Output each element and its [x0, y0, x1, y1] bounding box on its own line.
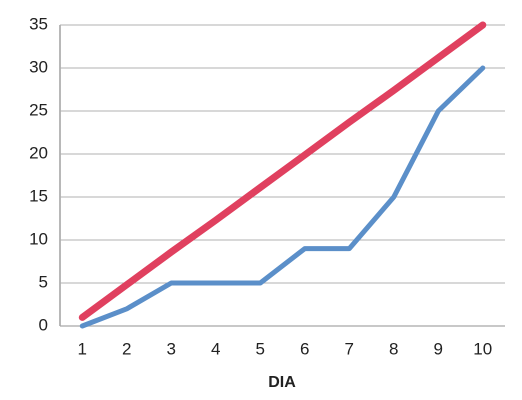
x-tick-label: 4 [211, 339, 220, 358]
y-tick-label: 30 [29, 57, 48, 76]
data-line [78, 21, 487, 321]
x-axis-label: DIA [268, 374, 296, 391]
y-tick-label: 25 [29, 100, 48, 119]
x-tick-label: 3 [167, 339, 176, 358]
y-tick-label: 0 [39, 315, 48, 334]
x-tick-label: 9 [434, 339, 443, 358]
x-tick-label: 10 [473, 339, 492, 358]
y-tick-label: 20 [29, 143, 48, 162]
y-tick-label: 15 [29, 186, 48, 205]
x-tick-label: 5 [256, 339, 265, 358]
y-tick-label: 35 [29, 14, 48, 33]
x-tick-label: 8 [389, 339, 398, 358]
x-tick-label: 2 [122, 339, 131, 358]
y-tick-label: 5 [39, 272, 48, 291]
x-tick-label: 1 [78, 339, 87, 358]
x-tick-label: 7 [345, 339, 354, 358]
y-tick-label: 10 [29, 229, 48, 248]
x-tick-label: 6 [300, 339, 309, 358]
data-line [79, 65, 486, 329]
